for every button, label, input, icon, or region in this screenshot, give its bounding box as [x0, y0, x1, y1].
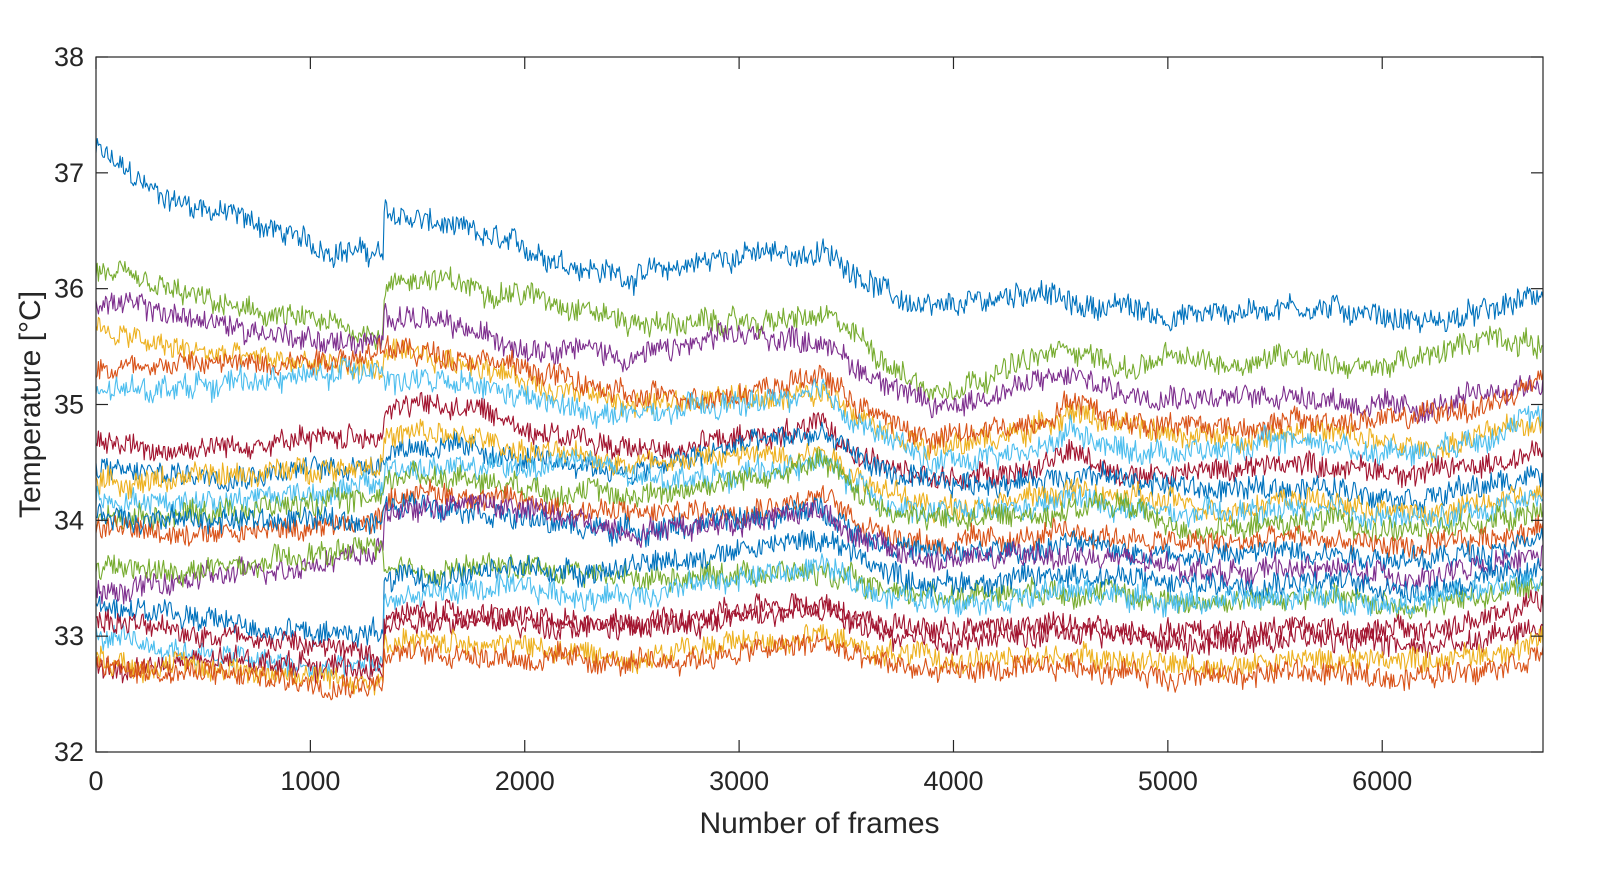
series-line-19	[95, 592, 1544, 685]
series-line-18	[95, 589, 1544, 668]
series-line-9	[95, 418, 1544, 527]
series-line-17	[95, 553, 1544, 679]
series-line-12	[95, 478, 1544, 559]
x-tick-label: 6000	[1352, 766, 1412, 796]
x-tick-label: 3000	[709, 766, 769, 796]
series-line-11	[95, 447, 1544, 545]
series-line-7	[95, 391, 1544, 490]
x-tick-label: 0	[88, 766, 103, 796]
series-line-14	[95, 493, 1544, 605]
series-line-16	[95, 529, 1544, 648]
series-line-10	[95, 449, 1544, 531]
series-line-13	[95, 492, 1544, 574]
x-tick-label: 2000	[495, 766, 555, 796]
series-line-20	[95, 623, 1544, 696]
y-tick-label: 36	[54, 274, 84, 304]
x-tick-label: 4000	[923, 766, 983, 796]
series-line-1	[95, 137, 1544, 334]
x-axis-title: Number of frames	[699, 807, 939, 840]
y-tick-label: 35	[54, 390, 84, 420]
y-tick-label: 33	[54, 621, 84, 651]
y-axis: 32 33 34 35 36 37 38	[54, 42, 1543, 767]
y-tick-label: 37	[54, 158, 84, 188]
series-line-5	[95, 335, 1544, 454]
series-line-21	[95, 633, 1544, 701]
y-tick-label: 38	[54, 42, 84, 72]
x-axis: 0 1000 2000 3000 4000 5000 6000	[88, 57, 1412, 796]
series-layer	[95, 137, 1544, 701]
y-axis-title: Temperature [°C]	[14, 291, 47, 518]
x-tick-label: 5000	[1138, 766, 1198, 796]
y-tick-label: 34	[54, 505, 84, 535]
x-tick-label: 1000	[280, 766, 340, 796]
series-line-2	[95, 260, 1544, 401]
y-tick-label: 32	[54, 737, 84, 767]
series-line-6	[95, 357, 1544, 475]
series-line-3	[95, 291, 1544, 424]
